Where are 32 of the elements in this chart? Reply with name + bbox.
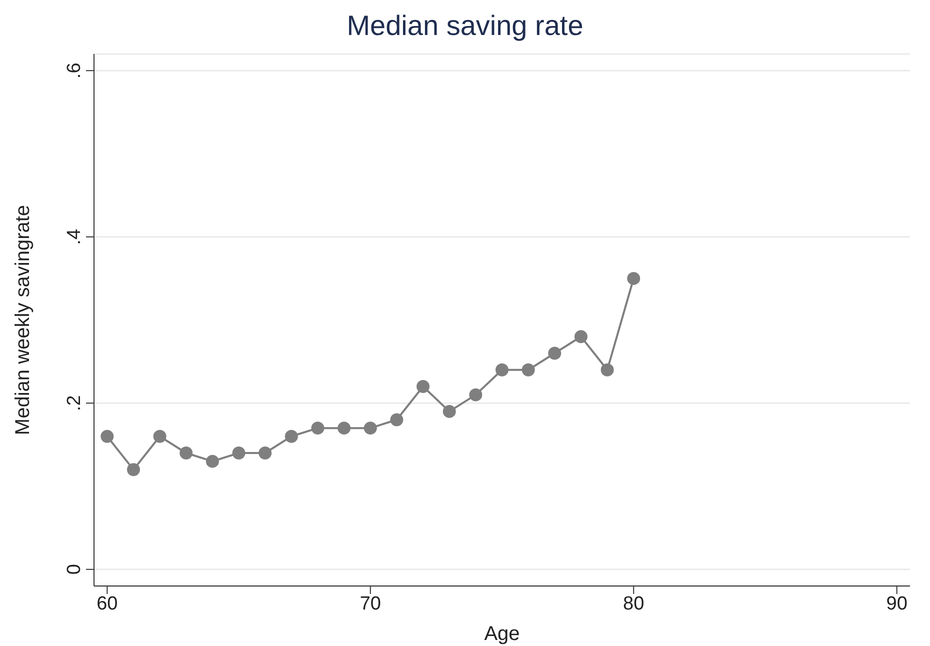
point — [126, 463, 140, 476]
point — [416, 380, 430, 393]
x-tick-label: 90 — [886, 593, 908, 614]
y-tick-label: .2 — [64, 395, 85, 412]
point — [469, 388, 482, 402]
point — [442, 404, 456, 418]
point — [206, 454, 219, 468]
x-tick-label: 80 — [623, 593, 644, 614]
point — [180, 446, 193, 460]
y-tick-label: .4 — [64, 228, 85, 245]
point — [311, 422, 324, 435]
point — [232, 446, 246, 460]
chart-title: Median saving rate — [346, 9, 584, 43]
point — [522, 363, 535, 376]
point — [600, 363, 614, 376]
y-tick-label: .6 — [64, 62, 85, 79]
point — [627, 272, 640, 285]
point — [258, 446, 272, 460]
x-tick-label: 70 — [360, 593, 381, 614]
x-axis-title: Age — [484, 623, 520, 645]
point — [390, 413, 404, 426]
point — [548, 346, 562, 360]
point — [100, 430, 114, 443]
point — [574, 330, 588, 344]
point — [153, 430, 166, 443]
point — [496, 363, 508, 376]
point — [338, 422, 351, 435]
y-tick-label: 0 — [64, 564, 85, 575]
y-axis-title: Median weekly savingrate — [12, 204, 34, 436]
point — [364, 422, 377, 435]
point — [284, 430, 298, 443]
x-tick-label: 60 — [96, 593, 118, 614]
